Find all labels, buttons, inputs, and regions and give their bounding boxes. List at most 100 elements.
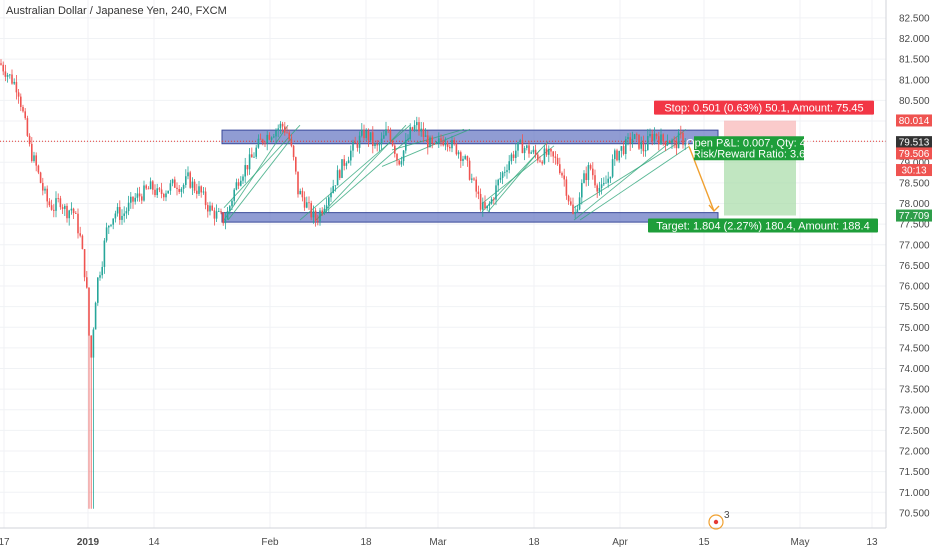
candle-body — [411, 127, 414, 131]
channel-line — [223, 124, 301, 208]
candle-body — [193, 181, 196, 191]
y-tick-label: 82.500 — [899, 13, 930, 24]
candle-body — [363, 129, 365, 139]
candle-body — [537, 154, 539, 161]
candle-body — [543, 148, 546, 164]
candle-body — [647, 136, 649, 151]
y-tick-label: 74.500 — [899, 343, 930, 354]
candle-body — [512, 154, 515, 158]
candle-body — [26, 118, 29, 136]
candle-body — [622, 146, 625, 154]
candle-body — [636, 134, 638, 136]
candle-body — [77, 213, 79, 234]
candle-body — [541, 161, 543, 164]
alert-badge[interactable]: 3 — [708, 510, 730, 530]
candle-body — [64, 205, 66, 209]
candle-body — [594, 175, 596, 186]
candle-body — [490, 199, 493, 204]
candle-body — [255, 147, 257, 157]
candle-body — [682, 132, 684, 145]
candle-body — [13, 81, 15, 84]
candle-body — [6, 75, 9, 77]
target-label: Target: 1.804 (2.27%) 180.4, Amount: 188… — [656, 221, 869, 233]
candle-body — [264, 142, 266, 144]
axis-price-tag-background — [896, 114, 932, 127]
candle-body — [314, 210, 317, 221]
channel-line — [579, 145, 691, 221]
candle-body — [627, 137, 629, 140]
candle-body — [409, 127, 411, 139]
candle-body — [92, 329, 95, 358]
candle-body — [237, 182, 240, 186]
candle-body — [33, 155, 35, 161]
candle-body — [235, 182, 238, 190]
candle-body — [376, 144, 378, 146]
candle-body — [429, 137, 431, 148]
candle-body — [242, 176, 244, 181]
candle-body — [482, 202, 484, 210]
candle-body — [550, 148, 552, 152]
x-tick-label: Apr — [612, 537, 628, 548]
candle-body — [391, 140, 394, 146]
candle-body — [211, 205, 213, 211]
candle-body — [99, 275, 101, 278]
candle-body — [424, 135, 427, 137]
position-labels: Stop: 0.501 (0.63%) 50.1, Amount: 75.45 O… — [648, 100, 878, 233]
candle-body — [191, 181, 194, 188]
candle-body — [567, 195, 570, 202]
candle-body — [587, 165, 590, 181]
candle-body — [75, 213, 77, 214]
candle-body — [246, 165, 249, 170]
candle-body — [9, 74, 11, 76]
candle-body — [592, 168, 594, 176]
candle-body — [583, 173, 585, 183]
candle-body — [86, 277, 88, 288]
candle-body — [270, 137, 273, 140]
candle-body — [651, 134, 653, 142]
candle-body — [350, 150, 352, 161]
stop-loss-area — [724, 120, 796, 142]
candle-body — [471, 178, 473, 180]
candle-body — [251, 154, 253, 158]
y-tick-label: 75.000 — [899, 323, 930, 334]
candle-body — [248, 154, 251, 170]
candle-body — [574, 212, 576, 214]
y-tick-label: 77.000 — [899, 240, 930, 251]
candle-body — [273, 136, 275, 138]
candle-body — [352, 142, 354, 151]
candle-body — [268, 134, 271, 140]
candle-body — [323, 208, 326, 214]
alert-dot-icon — [713, 519, 719, 525]
candle-body — [213, 210, 216, 219]
candle-body — [231, 200, 233, 207]
candle-body — [389, 130, 392, 141]
candle-body — [119, 207, 121, 220]
candle-body — [374, 144, 376, 147]
candle-body — [539, 160, 541, 162]
candle-body — [114, 213, 117, 219]
candle-body — [358, 135, 361, 148]
candle-body — [160, 189, 163, 195]
candle-body — [110, 224, 112, 226]
candle-body — [501, 172, 504, 178]
candle-body — [493, 199, 495, 201]
candle-body — [156, 188, 158, 196]
candle-body — [259, 138, 262, 140]
candle-body — [611, 159, 614, 177]
candle-body — [176, 187, 178, 189]
candle-body — [295, 157, 297, 172]
candle-body — [257, 138, 260, 148]
candle-body — [488, 203, 491, 206]
candle-body — [387, 129, 389, 131]
candle-body — [559, 164, 561, 174]
candle-body — [0, 63, 2, 65]
candle-body — [473, 178, 475, 180]
candle-body — [48, 201, 51, 206]
candle-body — [600, 184, 603, 188]
candle-body — [341, 159, 343, 178]
candle-body — [297, 171, 299, 195]
candle-body — [345, 163, 348, 166]
